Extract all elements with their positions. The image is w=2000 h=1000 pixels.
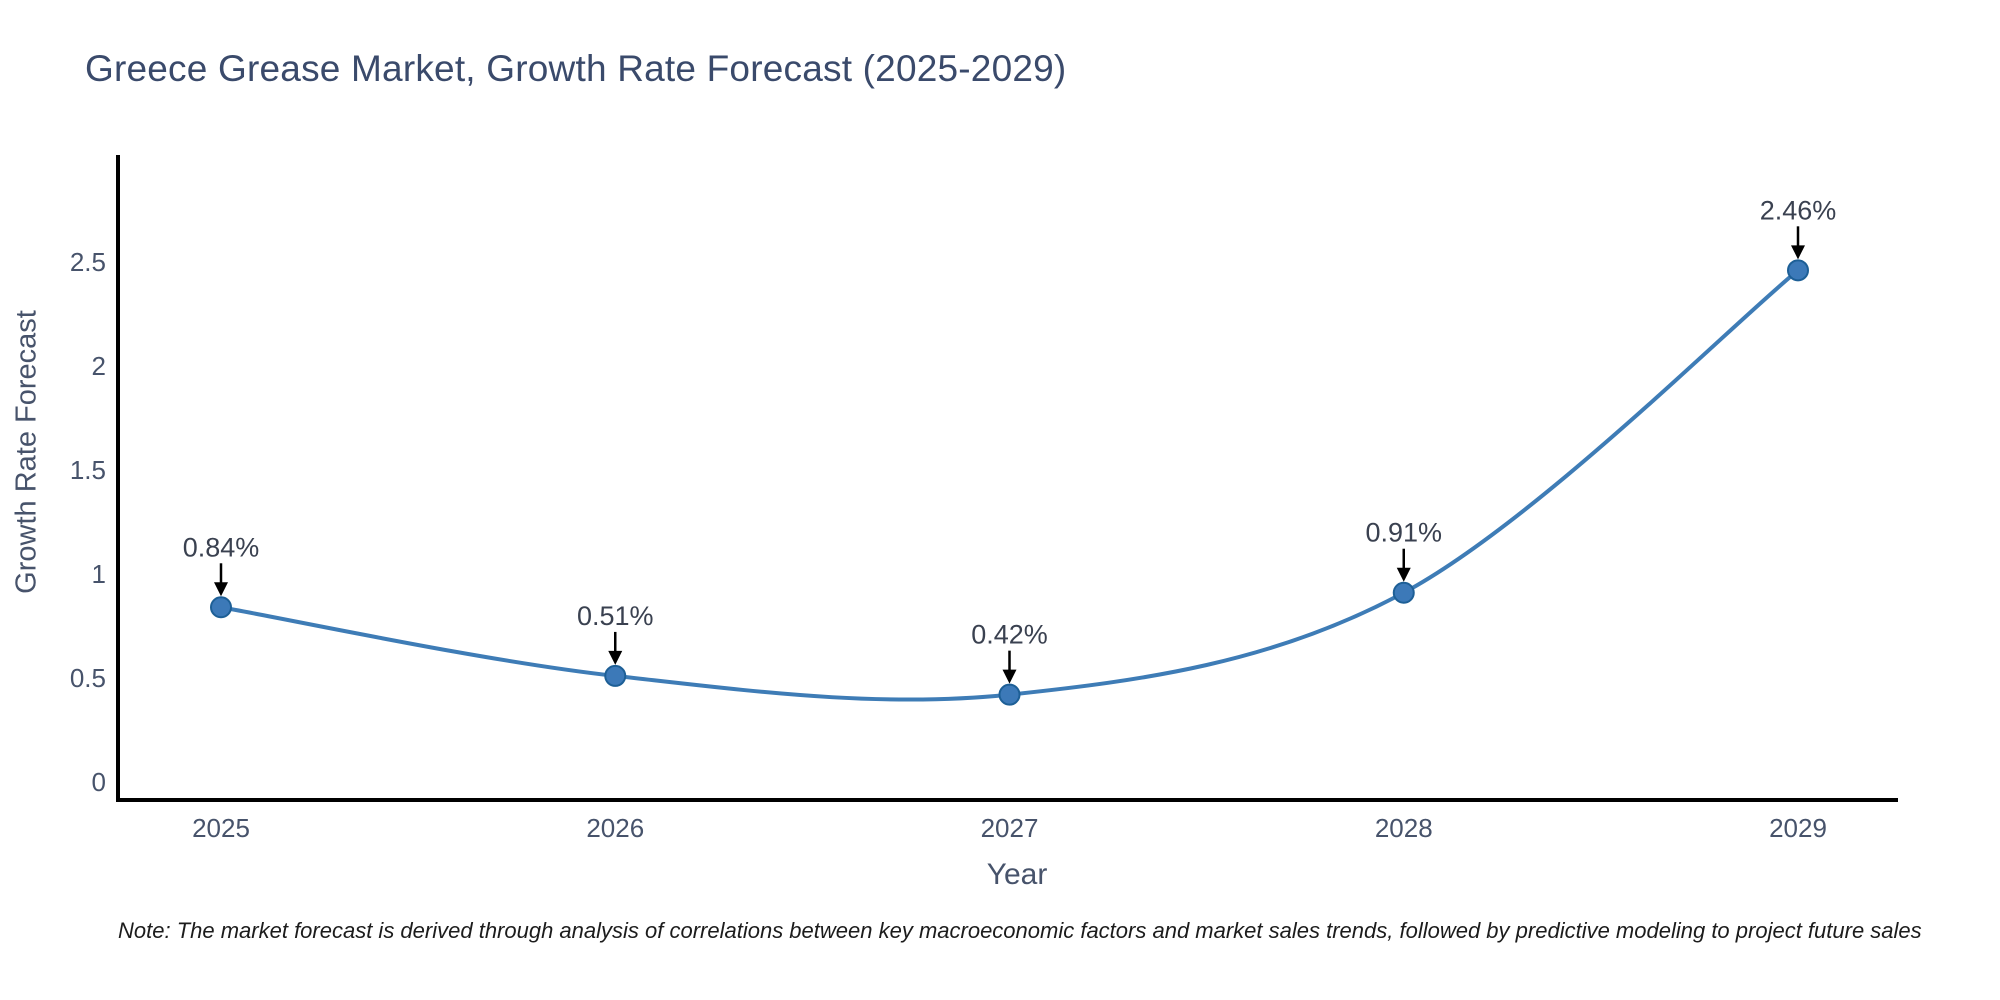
x-tick-label: 2029 [1769, 813, 1827, 843]
point-value-label: 0.84% [183, 532, 260, 562]
y-tick-label: 0.5 [70, 663, 106, 693]
y-axis-title: Growth Rate Forecast [10, 310, 43, 594]
data-point-marker [998, 683, 1021, 706]
axis-spines [116, 155, 1898, 802]
annotation-arrow-head [1002, 669, 1017, 684]
annotation-arrow-head [1396, 567, 1411, 582]
y-tick-label: 1.5 [70, 455, 106, 485]
x-tick-label: 2028 [1375, 813, 1433, 843]
point-value-label: 0.51% [577, 601, 654, 631]
x-tick-label: 2027 [981, 813, 1039, 843]
chart-title: Greece Grease Market, Growth Rate Foreca… [85, 48, 1067, 89]
y-tick-label: 2 [92, 351, 106, 381]
annotation-arrow-head [608, 650, 623, 665]
data-point-marker [604, 664, 627, 687]
y-tick-label: 1 [92, 559, 106, 589]
x-axis-title: Year [986, 858, 1048, 891]
data-point-marker [1392, 581, 1415, 604]
data-point-marker [210, 596, 232, 619]
annotation-arrow-head [1791, 245, 1805, 260]
point-value-label: 0.91% [1365, 518, 1442, 548]
x-tick-label: 2025 [192, 813, 250, 843]
data-point-marker [1787, 259, 1809, 282]
footnote: Note: The market forecast is derived thr… [118, 918, 1922, 943]
y-tick-label: 0 [92, 767, 106, 797]
point-value-label: 0.42% [971, 620, 1048, 650]
y-tick-label: 2.5 [70, 247, 106, 277]
annotation-arrow-head [214, 582, 228, 597]
x-tick-label: 2026 [586, 813, 644, 843]
point-value-label: 2.46% [1760, 195, 1837, 225]
